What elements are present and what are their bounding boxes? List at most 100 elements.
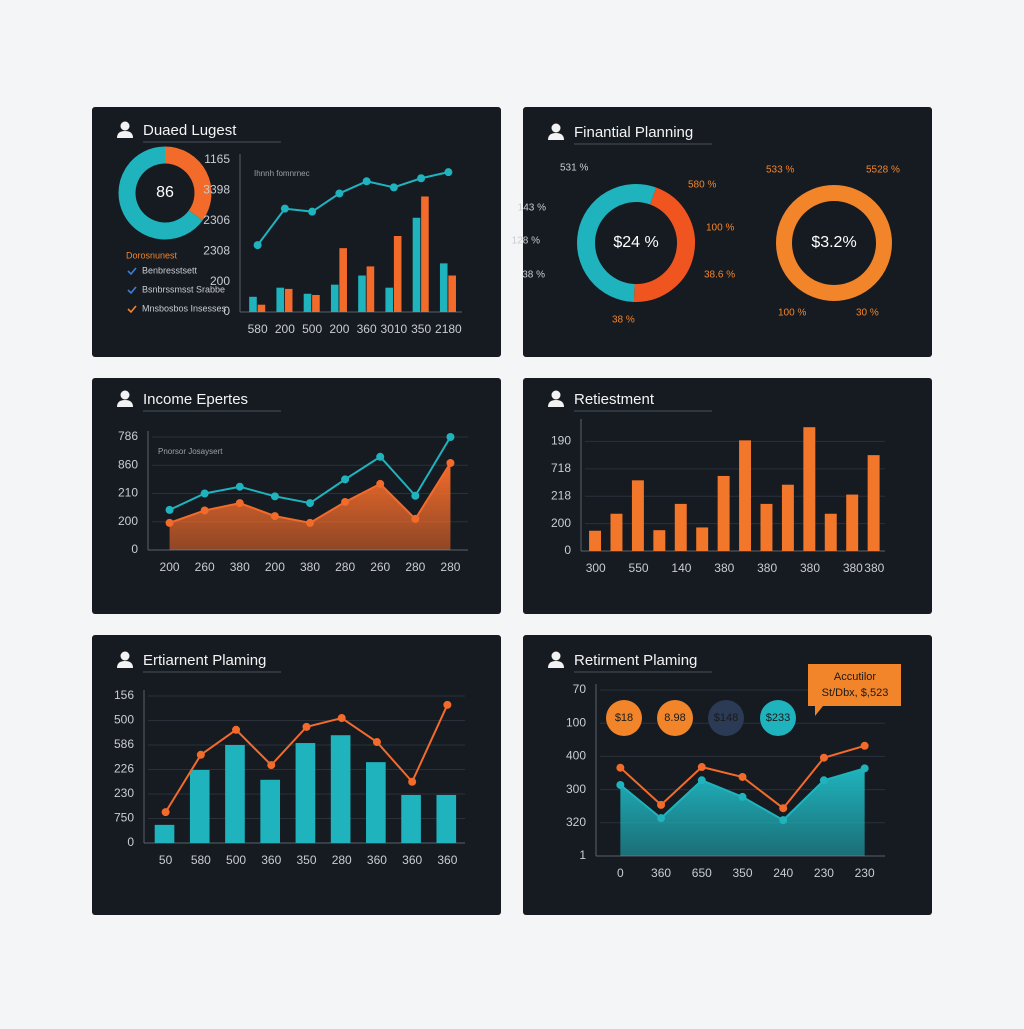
user-icon xyxy=(548,133,564,140)
x-tick-label: 380 xyxy=(800,561,820,575)
donut-label: 38 % xyxy=(522,270,545,281)
donut-center-label: $3.2% xyxy=(811,234,856,251)
donut-label: 580 % xyxy=(688,180,716,191)
y-tick-label: 300 xyxy=(566,782,586,796)
panel-title: Duaed Lugest xyxy=(143,122,237,139)
panel-title: Retiestment xyxy=(574,391,655,408)
point xyxy=(235,482,244,491)
point xyxy=(376,452,385,461)
donut-label: 30 % xyxy=(856,308,879,319)
point xyxy=(200,506,209,515)
donut-segment xyxy=(776,185,892,301)
bar xyxy=(339,248,347,312)
x-tick-label: 360 xyxy=(651,866,671,880)
x-tick-label: 200 xyxy=(275,322,295,336)
point xyxy=(200,489,209,498)
x-tick-label: 360 xyxy=(261,853,281,867)
point xyxy=(362,177,371,186)
user-icon xyxy=(120,121,130,131)
y-tick-label: 1165 xyxy=(204,152,230,166)
bubble xyxy=(760,700,796,736)
x-tick-label: 50 xyxy=(159,853,173,867)
x-tick-label: 2180 xyxy=(435,322,462,336)
bar xyxy=(393,236,402,312)
legend-check xyxy=(127,267,137,276)
y-tick-label: 190 xyxy=(551,434,571,448)
bar xyxy=(760,503,773,551)
x-tick-label: 280 xyxy=(440,560,460,574)
point xyxy=(376,479,385,488)
bar xyxy=(717,475,730,551)
legend-check xyxy=(127,305,137,314)
point xyxy=(779,804,788,813)
y-tick-label: 718 xyxy=(551,461,571,475)
bar xyxy=(610,513,623,551)
bubble xyxy=(708,700,744,736)
point xyxy=(697,763,706,772)
bar xyxy=(867,455,880,551)
bubble xyxy=(606,700,642,736)
y-tick-label: 0 xyxy=(127,835,134,849)
point xyxy=(341,475,350,484)
panel-title: Retirment Plaming xyxy=(574,652,697,669)
point xyxy=(165,505,174,514)
donut-segment xyxy=(633,187,695,302)
y-tick-label: 100 xyxy=(566,715,586,729)
x-tick-label: 380 xyxy=(843,561,863,575)
legend-label: Bsnbrssmsst Srabbe xyxy=(142,284,225,294)
bar xyxy=(284,288,293,312)
y-tick-label: 218 xyxy=(551,488,571,502)
x-tick-label: 280 xyxy=(335,560,355,574)
point xyxy=(302,722,311,731)
user-icon xyxy=(117,661,133,668)
y-tick-label: 200 xyxy=(210,274,230,288)
y-tick-label: 320 xyxy=(566,815,586,829)
point xyxy=(267,761,276,770)
point xyxy=(280,204,289,213)
bar xyxy=(781,484,794,551)
x-tick-label: 360 xyxy=(367,853,387,867)
point xyxy=(616,763,625,772)
bar xyxy=(448,275,456,312)
y-tick-label: 0 xyxy=(223,304,230,318)
point xyxy=(196,750,205,759)
donut-label: 531 % xyxy=(560,163,588,174)
donut-label: 5528 % xyxy=(866,165,900,176)
point xyxy=(337,714,346,723)
x-tick-label: 380 xyxy=(864,561,884,575)
bar xyxy=(154,824,175,843)
bar xyxy=(303,293,312,312)
x-tick-label: 650 xyxy=(692,866,712,880)
user-icon xyxy=(548,400,564,407)
x-tick-label: 360 xyxy=(402,853,422,867)
bar xyxy=(439,263,448,312)
point xyxy=(389,183,398,192)
line xyxy=(256,171,449,246)
x-tick-label: 580 xyxy=(248,322,268,336)
point xyxy=(697,776,706,785)
chart-note: Ihnnh fomnrnec xyxy=(254,169,310,178)
x-tick-label: 230 xyxy=(855,866,875,880)
point xyxy=(446,458,455,467)
x-tick-label: 200 xyxy=(265,560,285,574)
point xyxy=(411,491,420,500)
bar xyxy=(824,513,837,551)
bar xyxy=(330,284,339,312)
bar xyxy=(366,762,386,843)
donut-segment xyxy=(164,146,212,221)
bubble-label: $18 xyxy=(615,712,633,724)
callout-text: Accutilor xyxy=(834,671,877,683)
point xyxy=(738,772,747,781)
y-tick-label: 3398 xyxy=(203,183,230,197)
point xyxy=(443,700,452,709)
y-tick-label: 860 xyxy=(118,457,138,471)
user-icon xyxy=(551,651,561,661)
x-tick-label: 380 xyxy=(714,561,734,575)
point xyxy=(270,492,279,501)
point xyxy=(446,433,455,441)
bar xyxy=(260,779,281,843)
point xyxy=(235,499,244,508)
point xyxy=(819,753,828,762)
bar xyxy=(436,794,457,843)
